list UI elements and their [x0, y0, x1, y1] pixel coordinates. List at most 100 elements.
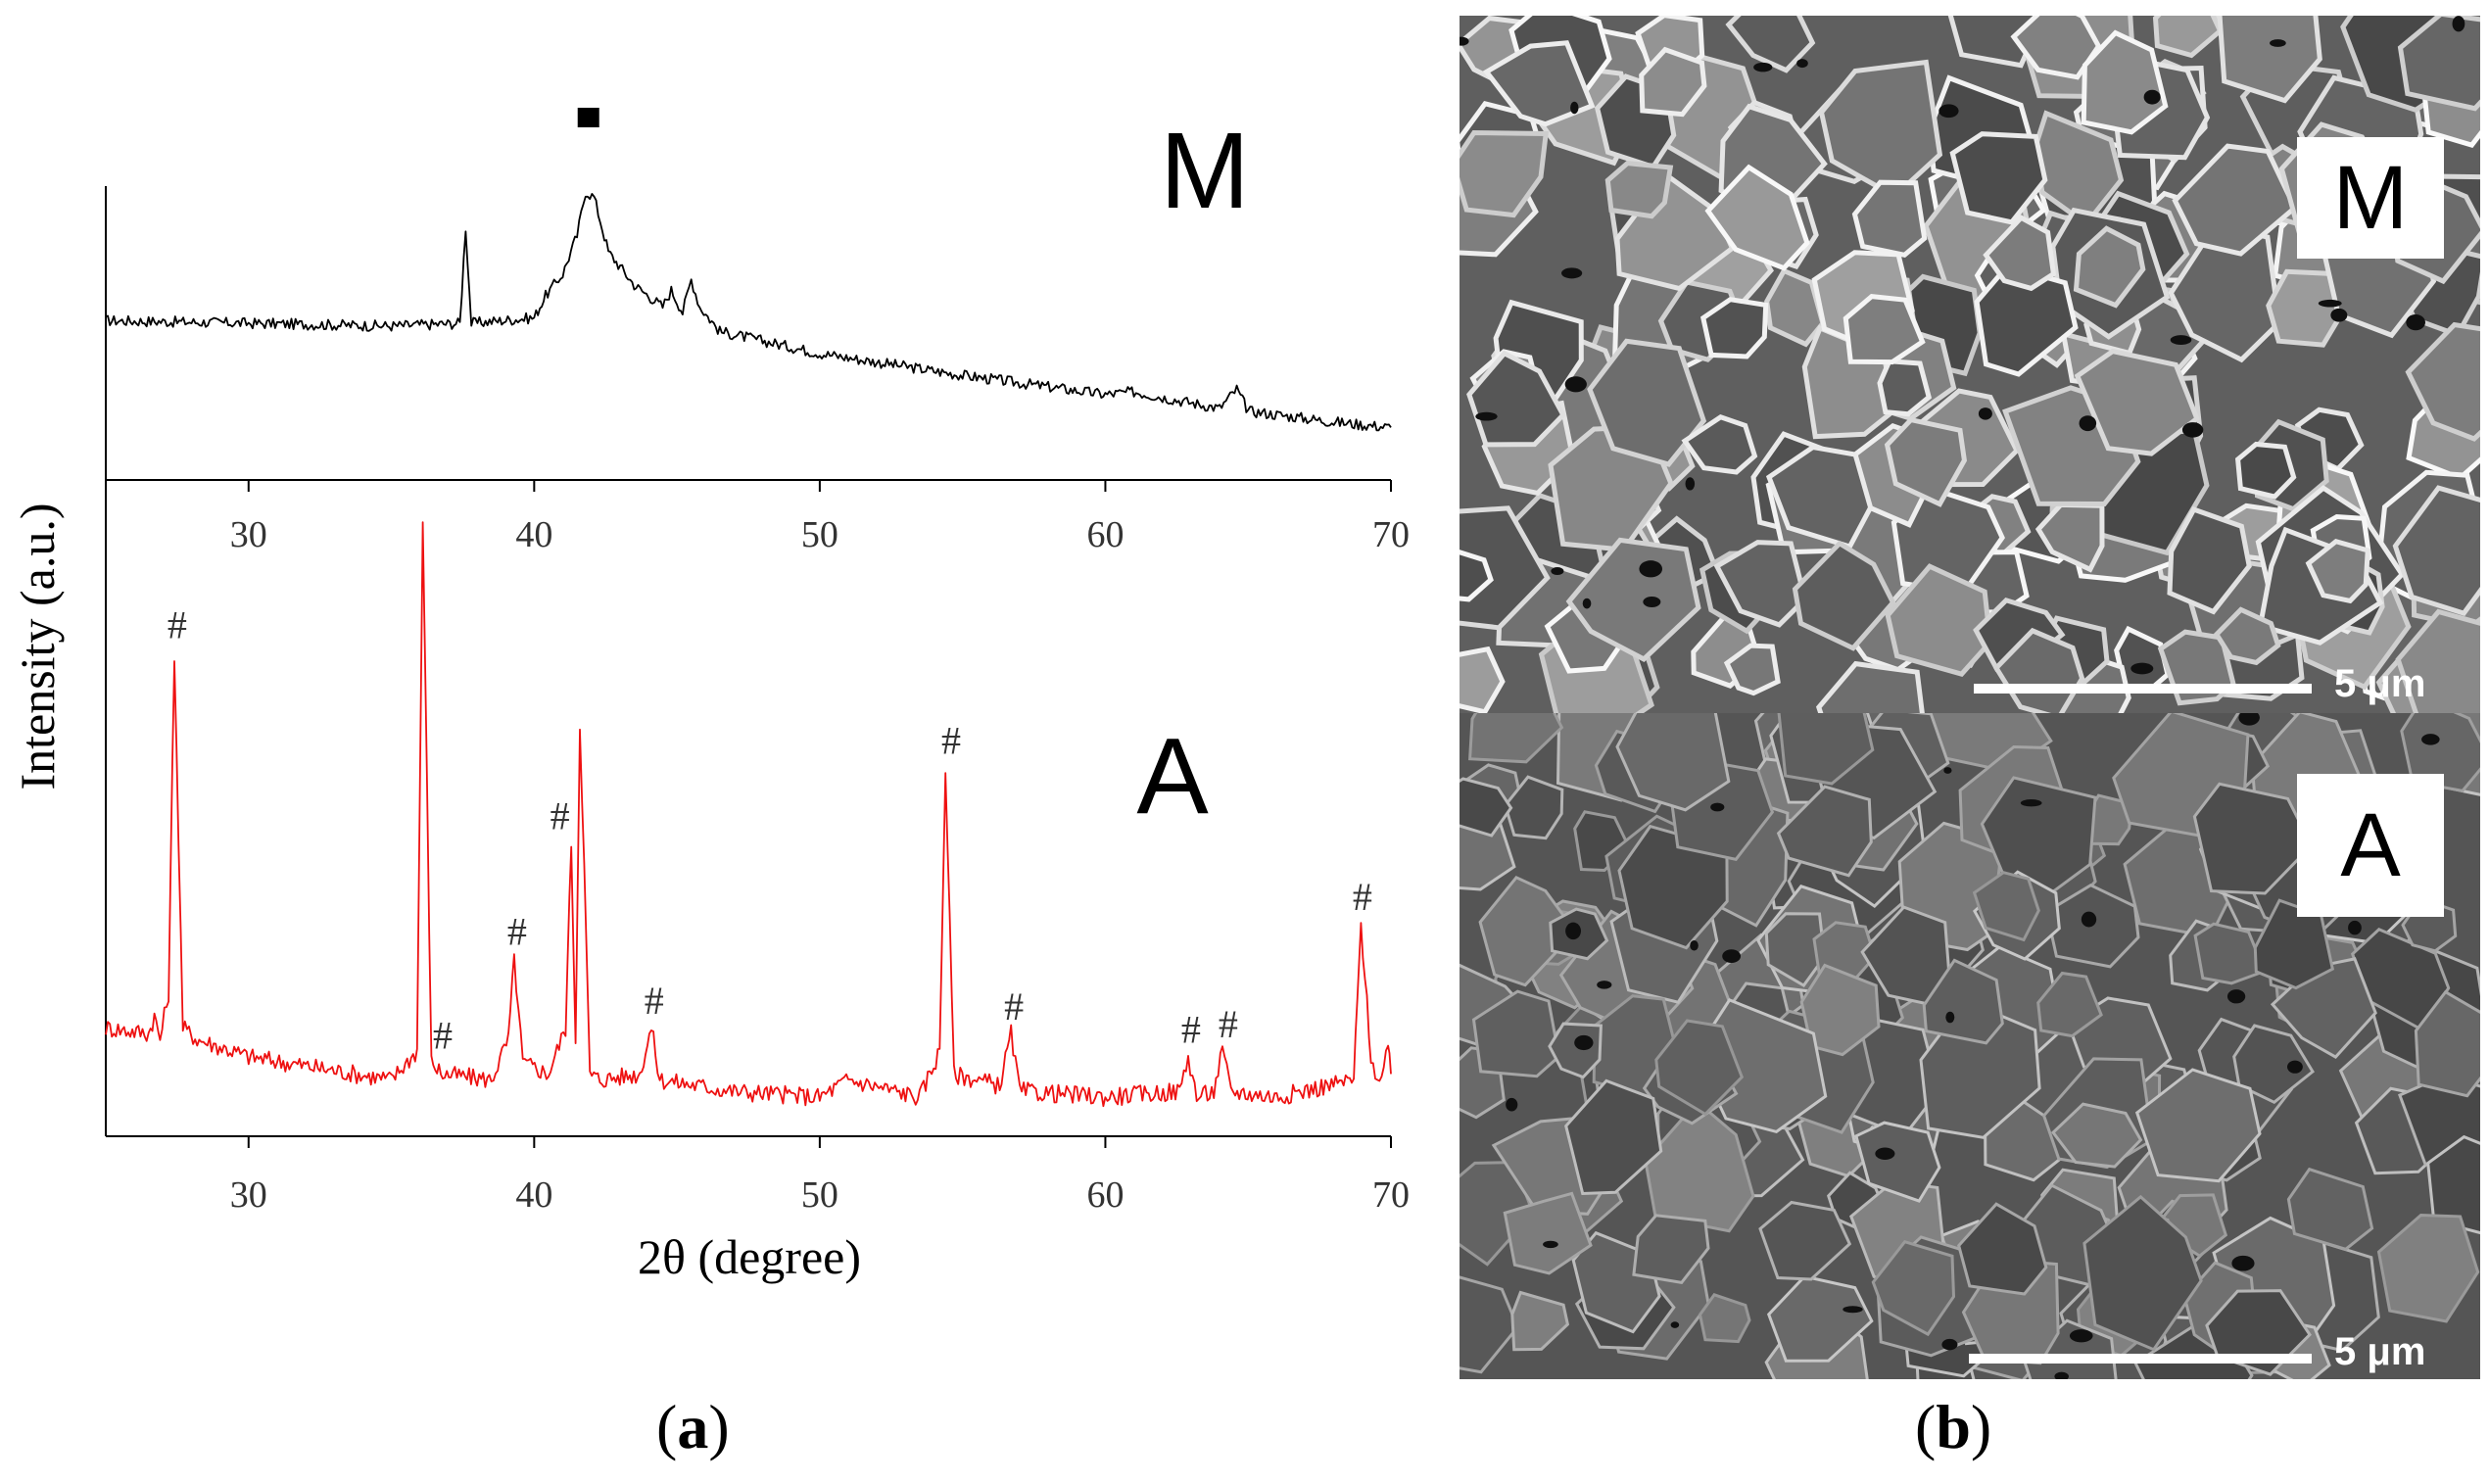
sem-pore [2348, 920, 2362, 935]
sem-grain [1776, 785, 1873, 878]
sem-pore [1690, 939, 1699, 951]
peak-marker: # [941, 719, 961, 763]
sem-grain [2036, 971, 2103, 1038]
sem-grain [1460, 777, 1513, 838]
sem-grain [1639, 46, 1707, 118]
x-tick-label: 70 [1372, 1174, 1410, 1216]
sem-grain [1758, 1200, 1852, 1281]
sem-grain [1704, 164, 1810, 271]
sem-pore [2020, 799, 2042, 807]
panel-label-a: A [1136, 716, 1209, 837]
sem-grain [1460, 646, 1506, 713]
sem-pore [2226, 989, 2246, 1004]
sem-grain [2205, 1289, 2312, 1376]
sem-label-a: A [2297, 774, 2444, 917]
series-line-m [105, 192, 1392, 432]
peak-marker: # [1004, 984, 1024, 1029]
sem-grain [1503, 1191, 1593, 1275]
sem-grain [1972, 871, 2040, 942]
xrd-chart: 30 40 50 60 70 M 30 40 50 60 70 # # # # # # # # # # A Int… [10, 108, 1410, 1284]
sem-panel-a: A 5 μm [1460, 713, 2480, 1379]
sem-grain [1884, 416, 1967, 507]
sem-grain [1713, 540, 1808, 628]
sem-panel-m: M 5 μm [1460, 16, 2480, 713]
sem-pore [1639, 560, 1663, 578]
peak-marker: # [550, 793, 570, 838]
sem-grain [2376, 1213, 2480, 1323]
sem-grain [1615, 713, 1731, 812]
sem-pore [2069, 1329, 2093, 1343]
sem-pore [1670, 1321, 1680, 1328]
sem-grain [2082, 1194, 2203, 1352]
sem-pore [2143, 89, 2161, 105]
sem-pore [2330, 308, 2348, 322]
sem-pore [2054, 1371, 2069, 1379]
sem-pore [2081, 911, 2097, 928]
sem-grain [1725, 16, 1816, 73]
sem-grain [1723, 643, 1781, 696]
sem-grain [1471, 989, 1561, 1078]
sem-grain [1815, 660, 1925, 713]
sem-grain [1460, 505, 1551, 631]
sem-grain [2232, 1024, 2315, 1105]
peak-marker: # [645, 979, 664, 1023]
y-axis-label: Intensity (a.u.) [10, 503, 65, 790]
sem-grain [2074, 348, 2200, 456]
sem-pore [1643, 597, 1661, 607]
scale-text-m: 5 μm [2334, 662, 2426, 705]
sem-pore [1978, 407, 1992, 420]
sem-grain [2286, 1167, 2374, 1251]
sem-pore [1710, 802, 1725, 812]
sem-pore [1582, 598, 1592, 609]
x-tick-label: 30 [230, 514, 267, 555]
peak-marker: # [1353, 875, 1372, 919]
sem-pore [1945, 1011, 1955, 1024]
sem-grain [2193, 922, 2267, 985]
sem-pore [1543, 1240, 1558, 1249]
sem-pore [1597, 981, 1612, 989]
sem-grain [1460, 1275, 1520, 1374]
sem-pore [2181, 422, 2204, 438]
sem-pore [1941, 1338, 1958, 1351]
peak-marker: # [433, 1014, 453, 1058]
x-tick-label: 40 [515, 1174, 552, 1216]
sem-pore [1475, 411, 1498, 421]
sem-grain [1974, 263, 2079, 377]
sem-grain [1949, 131, 2048, 225]
sem-grain [1851, 179, 1928, 258]
sem-pore [2130, 662, 2154, 675]
sem-pore [1843, 1306, 1863, 1314]
x-tick-label: 50 [801, 514, 838, 555]
sem-grain [1957, 1202, 2048, 1296]
sem-grain [1698, 1293, 1751, 1344]
sem-grain [1854, 1121, 1941, 1203]
sem-label-m: M [2297, 137, 2444, 259]
sem-pore [1939, 104, 1959, 119]
sem-grain [2405, 321, 2480, 442]
sem-grain [1947, 16, 2038, 69]
sem-grain [1871, 1239, 1956, 1337]
sem-pore [2270, 39, 2286, 47]
sem-grain [2152, 16, 2224, 59]
sem-grain [1877, 359, 1933, 417]
scale-bar-m [1974, 684, 2312, 694]
x-tick-label: 60 [1086, 1174, 1124, 1216]
sem-grain [1885, 563, 1993, 678]
sem-pore [2238, 713, 2260, 726]
panel-label-m: M [1160, 111, 1250, 231]
caption-a-letter: a [677, 1392, 709, 1461]
sem-grain [2213, 606, 2281, 666]
sem-pore [1506, 1097, 1518, 1112]
sem-grain [1699, 297, 1769, 359]
sem-grain [2392, 485, 2480, 617]
sem-grain [1922, 958, 2004, 1045]
sem-pore [1685, 477, 1696, 491]
sem-pore [1574, 1034, 1594, 1051]
sem-images: M 5 μm A 5 μm [1460, 16, 2480, 1379]
sem-pore [2318, 299, 2342, 308]
sem-grain [2081, 29, 2169, 135]
sem-pore [2421, 734, 2440, 745]
sem-pore [1460, 36, 1469, 46]
peak-marker: # [507, 909, 527, 953]
